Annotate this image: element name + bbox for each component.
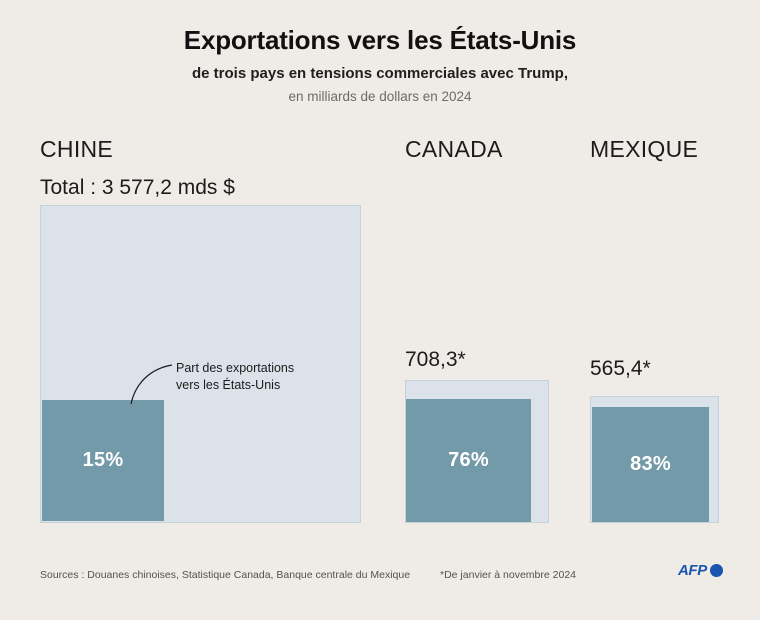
total-value-canada: 708,3*: [405, 348, 466, 371]
annotation-label-line1: Part des exportations: [176, 361, 295, 375]
page-subsubtitle: en milliards de dollars en 2024: [288, 88, 472, 104]
footnote-text: *De janvier à novembre 2024: [440, 569, 576, 581]
share-square-chine: 15%: [42, 400, 164, 521]
total-value-mexique: 565,4*: [590, 357, 651, 380]
afp-wordmark: AFP: [678, 562, 707, 579]
country-label-canada: CANADA: [405, 136, 503, 162]
sources-text: Sources : Douanes chinoises, Statistique…: [40, 569, 411, 581]
annotation-label: Part des exportations vers les États-Uni…: [176, 360, 294, 393]
share-square-canada: 76%: [406, 399, 531, 522]
page-title: Exportations vers les États-Unis: [183, 25, 577, 55]
header: Exportations vers les États-Unis de troi…: [0, 25, 760, 105]
share-square-mexique: 83%: [592, 407, 709, 522]
afp-dot-icon: [709, 564, 723, 577]
share-percent-mexique: 83%: [630, 453, 671, 475]
share-percent-chine: 15%: [82, 449, 124, 471]
country-label-mexique: MEXIQUE: [590, 136, 699, 162]
annotation-leader-line: [130, 364, 173, 405]
share-percent-canada: 76%: [448, 449, 489, 471]
page-subtitle: de trois pays en tensions commerciales a…: [192, 64, 568, 82]
total-value-chine: Total : 3 577,2 mds $: [40, 176, 235, 199]
annotation-label-line2: vers les États-Unis: [176, 377, 281, 392]
country-label-chine: CHINE: [40, 136, 114, 162]
afp-logo: AFP: [678, 563, 723, 578]
